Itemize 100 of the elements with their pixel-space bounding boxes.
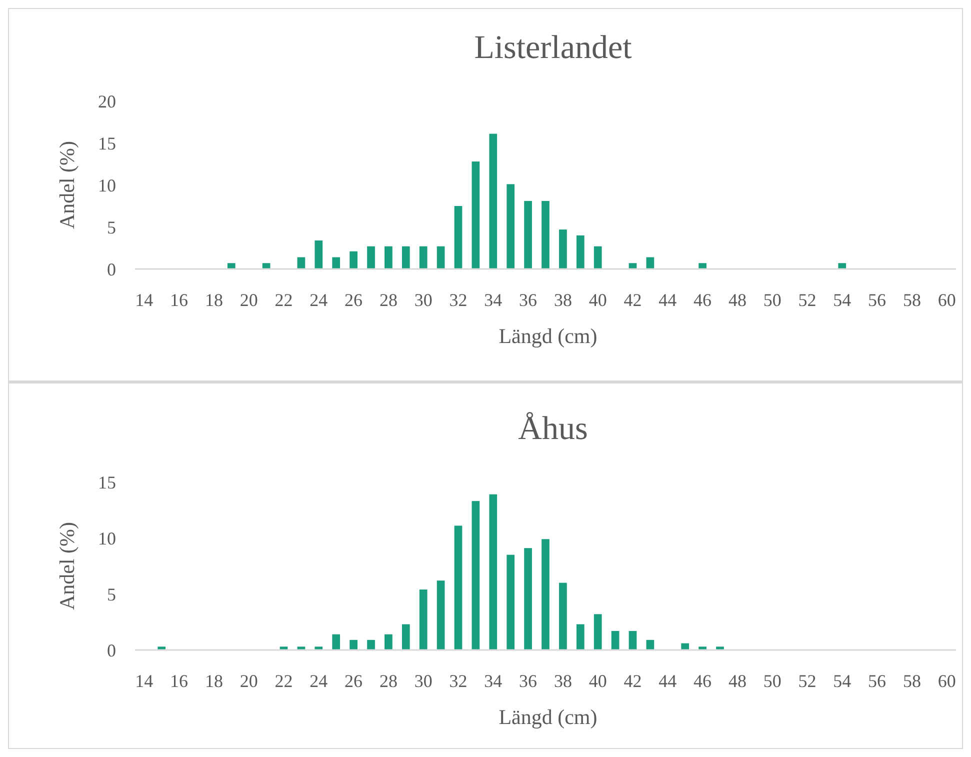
x-tick-label: 18 [204, 671, 223, 691]
bar [594, 614, 602, 650]
x-tick-label: 22 [274, 290, 293, 310]
x-tick-label: 52 [798, 290, 816, 310]
bar [576, 235, 584, 269]
x-tick-label: 44 [658, 290, 677, 310]
bar [542, 200, 550, 269]
bar [227, 263, 236, 269]
bar [611, 630, 620, 650]
bar [419, 246, 428, 269]
bar [646, 257, 654, 269]
bar [472, 501, 480, 650]
x-tick-label: 44 [658, 671, 677, 691]
x-tick-label: 26 [344, 290, 363, 310]
y-tick-label: 10 [98, 528, 116, 548]
x-tick-label: 26 [344, 671, 363, 691]
bar [524, 548, 532, 650]
x-tick-label: 38 [554, 290, 572, 310]
x-tick-label: 58 [902, 671, 921, 691]
bar [436, 580, 445, 650]
bar [506, 554, 515, 650]
bar [489, 134, 498, 269]
bar [314, 240, 323, 269]
x-tick-label: 40 [588, 290, 607, 310]
y-tick-label: 20 [98, 91, 116, 112]
y-axis-title: Andel (%) [55, 522, 79, 610]
x-tick-label: 38 [554, 671, 572, 691]
x-tick-label: 34 [484, 671, 502, 691]
x-tick-label: 48 [728, 671, 746, 691]
bar [838, 263, 846, 269]
x-tick-label: 16 [170, 290, 188, 310]
bar [350, 640, 358, 650]
x-tick-label: 54 [833, 671, 852, 691]
bar [314, 646, 323, 650]
x-tick-label: 18 [204, 290, 223, 310]
bar [384, 634, 392, 650]
bar [158, 646, 166, 650]
bar [559, 582, 567, 650]
bar [524, 200, 532, 269]
x-tick-label: 24 [310, 671, 328, 691]
x-tick-label: 42 [624, 290, 642, 310]
x-tick-label: 40 [588, 671, 607, 691]
bar [332, 634, 340, 650]
bar [489, 494, 498, 650]
x-tick-label: 20 [240, 671, 258, 691]
x-tick-label: 28 [379, 290, 398, 310]
y-axis-title: Andel (%) [55, 140, 79, 230]
x-tick-label: 22 [274, 671, 293, 691]
x-tick-label: 60 [938, 290, 956, 310]
x-tick-label: 36 [519, 290, 538, 310]
x-tick-label: 50 [763, 290, 782, 310]
y-tick-label: 15 [98, 133, 116, 154]
bar [716, 646, 724, 650]
x-tick-label: 56 [868, 290, 886, 310]
bar [454, 206, 462, 269]
bar [297, 257, 306, 269]
chart-title: Listerlandet [474, 30, 632, 66]
bar [698, 263, 706, 269]
bar [542, 539, 550, 650]
bar [367, 640, 375, 650]
x-tick-label: 46 [694, 671, 712, 691]
x-tick-label: 50 [763, 671, 782, 691]
y-tick-label: 15 [98, 472, 116, 492]
bar [350, 251, 358, 269]
bar [402, 624, 410, 650]
x-tick-label: 30 [414, 671, 432, 691]
bar [436, 246, 445, 269]
x-tick-label: 56 [868, 671, 886, 691]
x-tick-label: 52 [798, 671, 816, 691]
x-tick-label: 34 [484, 290, 502, 310]
x-tick-label: 14 [135, 671, 154, 691]
bar [332, 257, 340, 269]
x-tick-label: 48 [728, 290, 746, 310]
x-tick-label: 14 [135, 290, 154, 310]
bar [384, 246, 392, 269]
bar [419, 590, 428, 650]
bar [576, 624, 584, 650]
bar [559, 230, 567, 269]
x-tick-label: 32 [449, 290, 468, 310]
x-tick-label: 32 [449, 671, 468, 691]
bar [646, 640, 654, 650]
bar [698, 646, 706, 650]
chart-title: Åhus [518, 411, 588, 447]
bar [402, 246, 410, 269]
x-axis-title: Längd (cm) [498, 705, 598, 729]
bar [506, 184, 515, 269]
x-tick-label: 24 [310, 290, 328, 310]
y-tick-label: 5 [107, 217, 116, 238]
x-tick-label: 28 [379, 671, 398, 691]
bar [681, 643, 690, 650]
x-tick-label: 42 [624, 671, 642, 691]
bar [367, 246, 375, 269]
x-tick-label: 36 [519, 671, 538, 691]
x-tick-label: 30 [414, 290, 432, 310]
x-axis-title: Längd (cm) [498, 324, 598, 348]
bar [472, 161, 480, 269]
x-tick-label: 16 [170, 671, 188, 691]
bar [594, 246, 602, 269]
bar [454, 526, 462, 650]
y-tick-label: 0 [107, 259, 116, 280]
